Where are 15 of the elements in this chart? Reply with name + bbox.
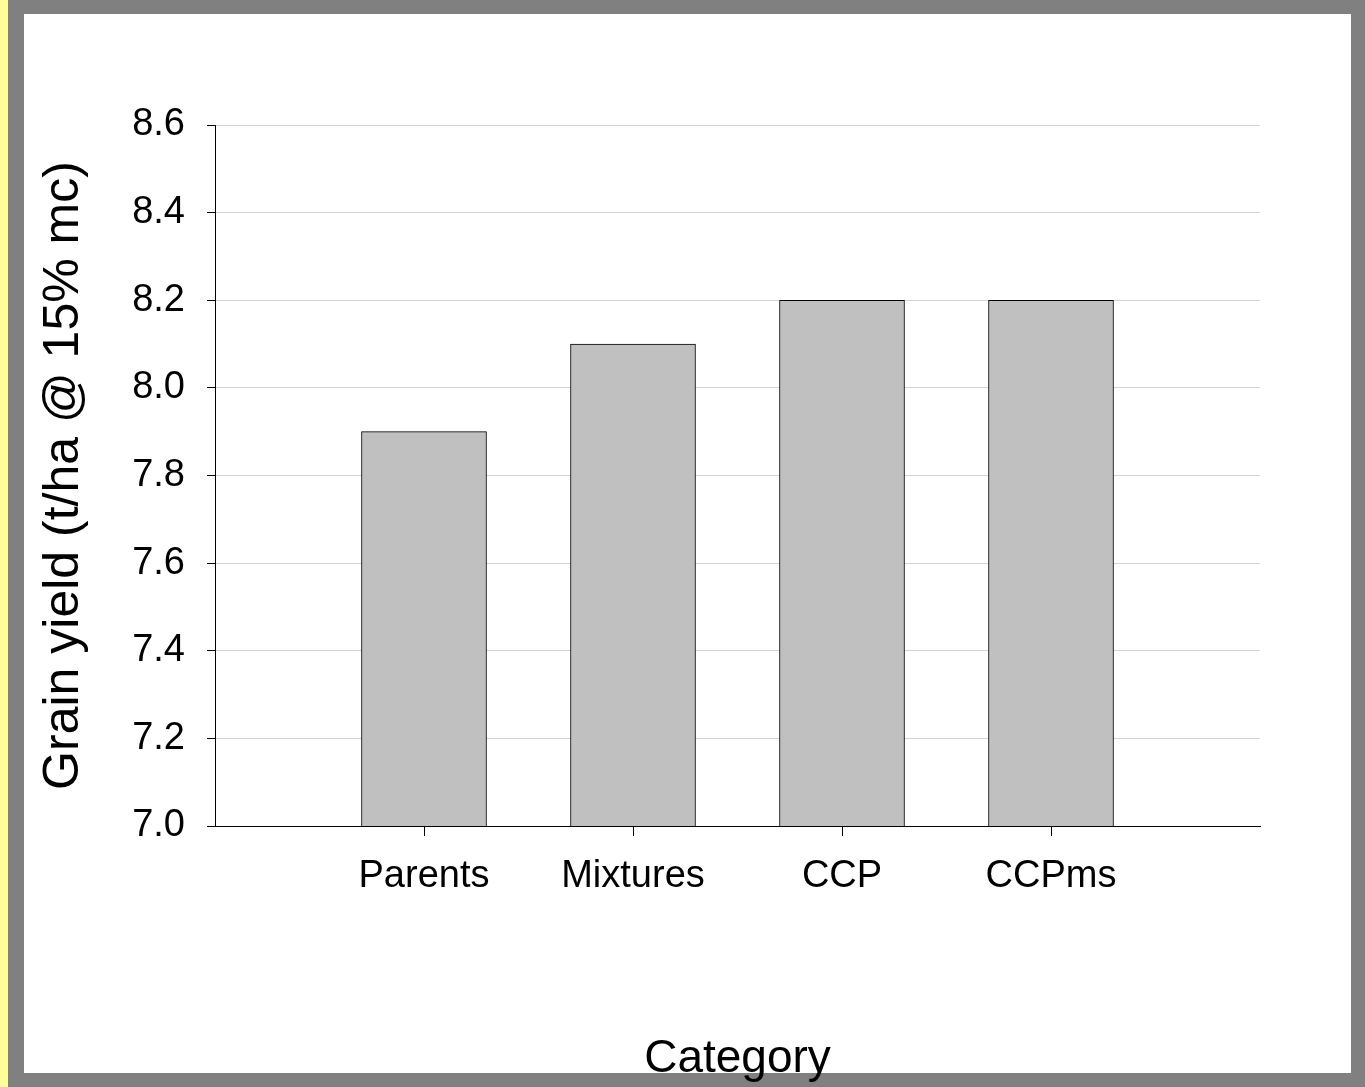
y-tick-label: 8.4 — [132, 189, 185, 232]
x-tick-label: CCPms — [985, 853, 1117, 896]
y-tick-label: 8.6 — [132, 101, 185, 144]
y-tick-label: 7.2 — [132, 714, 185, 757]
y-tick-label: 7.4 — [132, 627, 185, 670]
y-axis-title: Grain yield (t/ha @ 15% mc) — [32, 161, 89, 790]
x-tick-label: Parents — [358, 853, 490, 896]
x-tick-label: Mixtures — [561, 853, 705, 896]
y-tick-label: 8.2 — [132, 276, 185, 319]
x-tick-label: CCP — [801, 853, 883, 896]
y-tick-label: 7.0 — [132, 802, 185, 845]
y-tick-label: 7.8 — [132, 451, 185, 494]
y-tick-label: 7.6 — [132, 539, 185, 582]
x-axis-title: Category — [644, 1030, 831, 1083]
y-tick-label: 8.0 — [132, 364, 185, 407]
